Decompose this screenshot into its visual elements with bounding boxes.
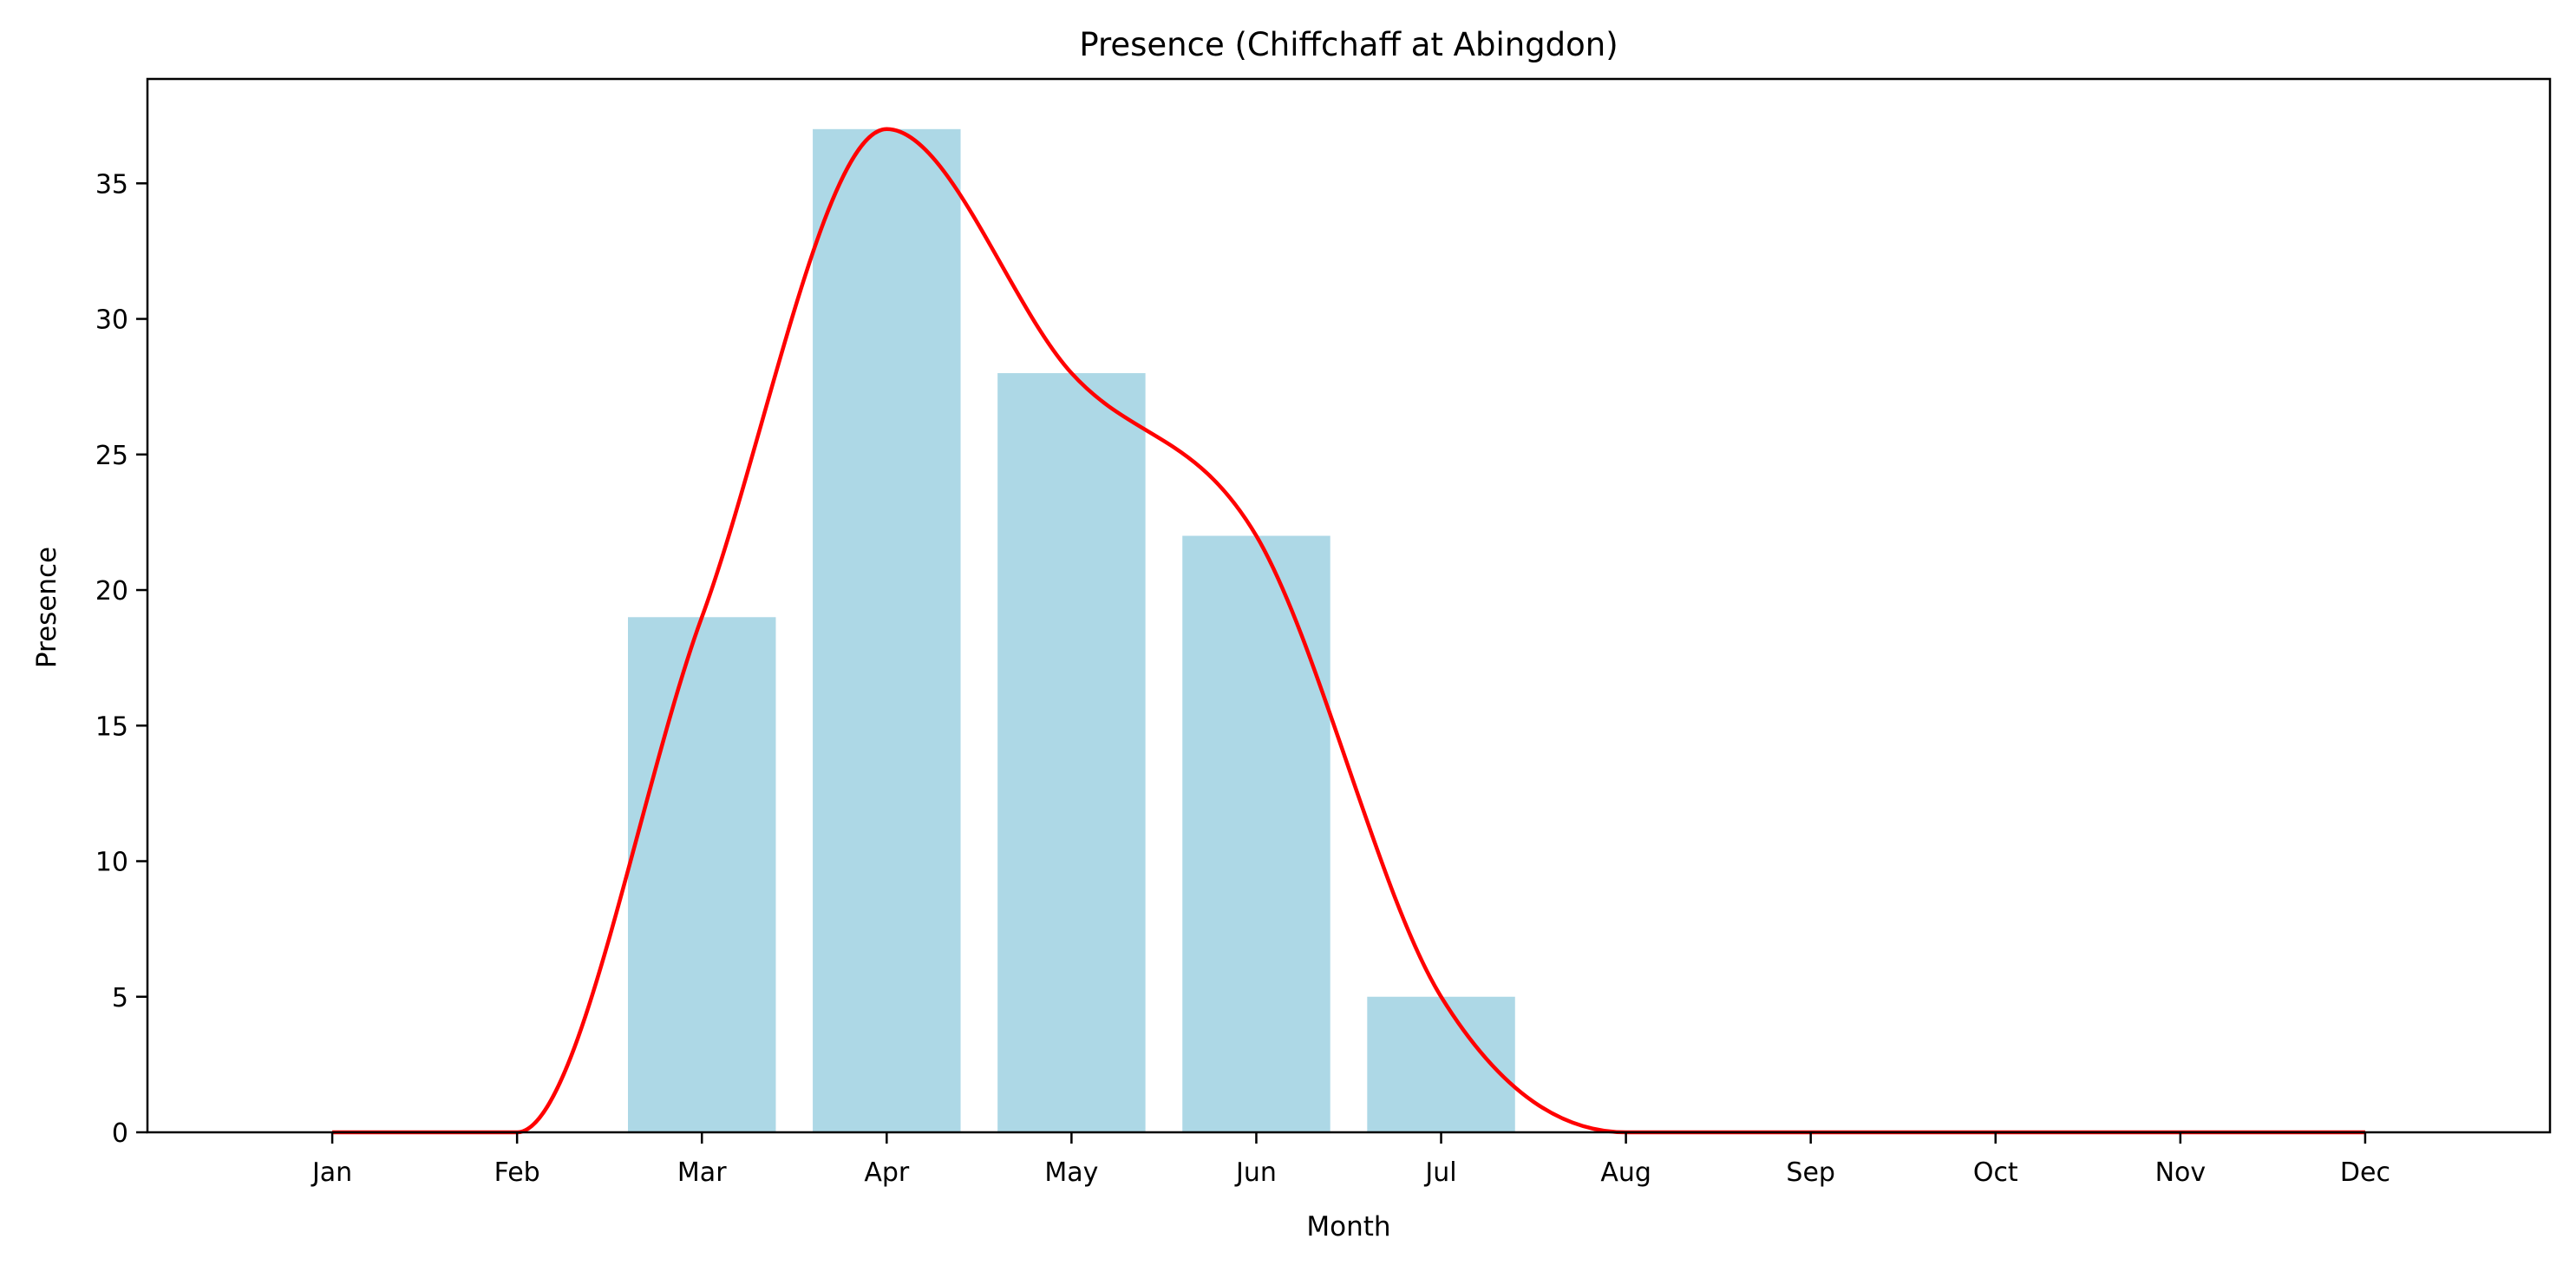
- x-tick-label: Sep: [1786, 1157, 1835, 1188]
- x-tick-label: Feb: [494, 1157, 540, 1188]
- x-tick-label: Mar: [677, 1157, 727, 1188]
- x-tick-label: Jan: [311, 1157, 352, 1188]
- x-tick-label: Apr: [864, 1157, 910, 1188]
- y-tick-label: 15: [95, 711, 128, 742]
- y-tick-label: 0: [112, 1118, 128, 1149]
- chart-title: Presence (Chiffchaff at Abingdon): [1079, 26, 1618, 63]
- bars: [628, 128, 1515, 1132]
- y-axis-label: Presence: [31, 547, 62, 668]
- y-tick-label: 10: [95, 848, 128, 878]
- bar-jun: [1182, 535, 1330, 1132]
- y-tick-label: 5: [112, 983, 128, 1013]
- x-axis-label: Month: [1306, 1211, 1390, 1242]
- bar-mar: [628, 617, 776, 1132]
- x-tick-label: Jul: [1423, 1157, 1456, 1188]
- x-tick-label: Nov: [2155, 1157, 2207, 1188]
- x-axis: Jan Feb Mar Apr May Jun Jul Aug Sep Oct Nov Dec: [311, 1132, 2390, 1188]
- x-tick-label: Dec: [2340, 1157, 2390, 1188]
- axes-frame: [146, 77, 2552, 1134]
- y-tick-label: 30: [95, 305, 128, 336]
- bar-apr: [813, 128, 961, 1132]
- x-tick-label: Aug: [1600, 1157, 1651, 1188]
- y-axis: 0 5 10 15 20 25 30 35: [95, 169, 147, 1149]
- x-tick-label: May: [1044, 1157, 1098, 1188]
- y-tick-label: 20: [95, 576, 128, 606]
- y-tick-label: 25: [95, 441, 128, 471]
- bar-may: [997, 373, 1146, 1132]
- x-tick-label: Oct: [1973, 1157, 2018, 1188]
- x-tick-label: Jun: [1234, 1157, 1277, 1188]
- y-tick-label: 35: [95, 169, 128, 200]
